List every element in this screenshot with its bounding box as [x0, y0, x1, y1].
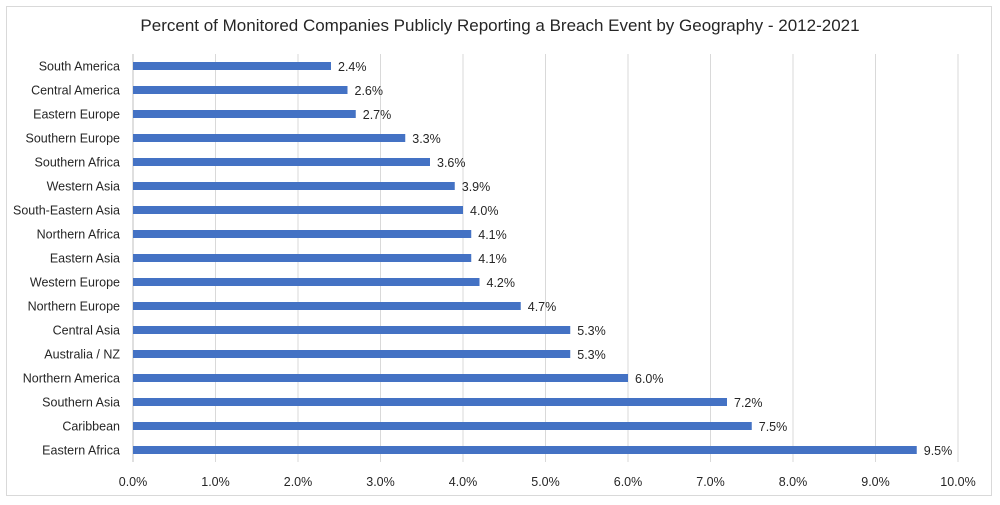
value-label: 3.3%: [412, 132, 441, 146]
category-label: South-Eastern Asia: [13, 204, 120, 218]
category-label: Eastern Europe: [33, 108, 120, 122]
x-tick-label: 10.0%: [940, 475, 975, 489]
category-label: Australia / NZ: [44, 348, 120, 362]
x-tick-label: 2.0%: [284, 475, 313, 489]
category-label: Southern Asia: [42, 396, 120, 410]
value-label: 4.7%: [528, 300, 557, 314]
bar: [133, 110, 356, 118]
bar: [133, 230, 472, 238]
category-label: South America: [39, 60, 120, 74]
bar: [133, 446, 917, 454]
value-label: 4.2%: [487, 276, 516, 290]
bar: [133, 182, 455, 190]
value-label: 4.0%: [470, 204, 499, 218]
x-tick-label: 8.0%: [779, 475, 808, 489]
value-label: 3.9%: [462, 180, 491, 194]
x-tick-label: 4.0%: [449, 475, 478, 489]
x-tick-label: 7.0%: [696, 475, 725, 489]
bar: [133, 302, 521, 310]
category-label: Central America: [31, 84, 120, 98]
value-label: 2.6%: [355, 84, 384, 98]
x-tick-label: 6.0%: [614, 475, 643, 489]
bar: [133, 422, 752, 430]
category-label: Central Asia: [53, 324, 120, 338]
category-label: Northern Africa: [37, 228, 120, 242]
x-tick-label: 0.0%: [119, 475, 148, 489]
x-tick-label: 5.0%: [531, 475, 560, 489]
category-label: Southern Europe: [25, 132, 120, 146]
value-label: 4.1%: [478, 228, 507, 242]
bar: [133, 278, 480, 286]
bar: [133, 254, 472, 262]
category-label: Eastern Africa: [42, 444, 120, 458]
category-label: Western Europe: [30, 276, 120, 290]
bar: [133, 398, 727, 406]
bar: [133, 350, 571, 358]
bar: [133, 326, 571, 334]
bar: [133, 374, 628, 382]
value-label: 3.6%: [437, 156, 466, 170]
value-label: 9.5%: [924, 444, 953, 458]
chart-title: Percent of Monitored Companies Publicly …: [140, 16, 860, 35]
x-tick-label: 3.0%: [366, 475, 395, 489]
bar: [133, 86, 348, 94]
bar: [133, 62, 331, 70]
value-label: 2.4%: [338, 60, 367, 74]
category-label: Southern Africa: [35, 156, 121, 170]
value-label: 4.1%: [478, 252, 507, 266]
category-label: Western Asia: [47, 180, 120, 194]
x-tick-label: 1.0%: [201, 475, 230, 489]
value-label: 5.3%: [577, 348, 606, 362]
value-label: 7.2%: [734, 396, 763, 410]
bar: [133, 206, 463, 214]
value-label: 2.7%: [363, 108, 392, 122]
category-label: Northern Europe: [28, 300, 120, 314]
value-label: 6.0%: [635, 372, 664, 386]
x-tick-label: 9.0%: [861, 475, 890, 489]
category-label: Northern America: [23, 372, 120, 386]
value-label: 7.5%: [759, 420, 788, 434]
bar: [133, 158, 430, 166]
category-label: Caribbean: [62, 420, 120, 434]
value-label: 5.3%: [577, 324, 606, 338]
category-label: Eastern Asia: [50, 252, 120, 266]
bar: [133, 134, 406, 142]
